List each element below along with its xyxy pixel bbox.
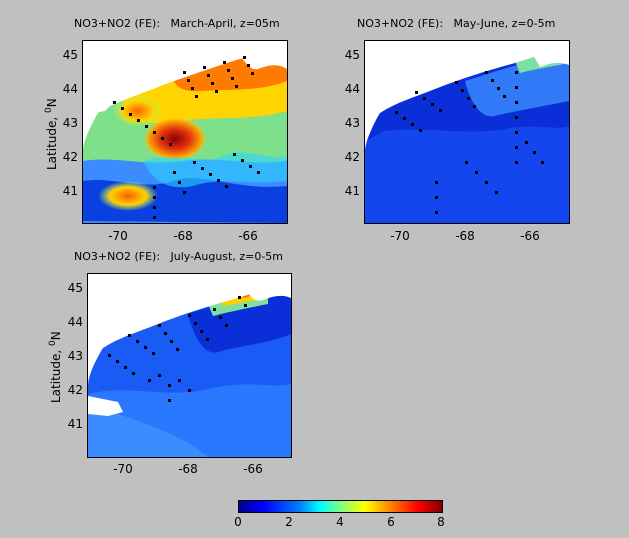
map-spring — [82, 40, 288, 224]
x-tick: -68 — [178, 462, 198, 476]
map-early-summer — [364, 40, 570, 224]
y-tick: 43 — [67, 349, 83, 363]
y-tick: 45 — [62, 48, 78, 62]
y-tick: 41 — [344, 184, 360, 198]
panel-title: NO3+NO2 (FE): March-April, z=05m — [74, 17, 280, 30]
x-tick: -66 — [238, 229, 258, 243]
x-tick: -70 — [108, 229, 128, 243]
x-tick: -68 — [173, 229, 193, 243]
nitrate-field-early-summer — [365, 41, 569, 223]
nitrate-field-late-summer — [88, 274, 291, 457]
y-tick: 42 — [67, 383, 83, 397]
y-tick: 44 — [62, 82, 78, 96]
y-tick: 42 — [62, 150, 78, 164]
x-tick: -68 — [455, 229, 475, 243]
x-tick: -70 — [113, 462, 133, 476]
panel-title: NO3+NO2 (FE): May-June, z=0-5m — [357, 17, 556, 30]
y-tick: 45 — [344, 48, 360, 62]
map-late-summer — [87, 273, 292, 458]
panel-title: NO3+NO2 (FE): July-August, z=0-5m — [74, 250, 284, 263]
colorbar-tick: 4 — [336, 515, 344, 529]
x-tick: -66 — [243, 462, 263, 476]
colorbar-tick: 6 — [387, 515, 395, 529]
nitrate-field-spring — [83, 41, 287, 223]
y-tick: 44 — [67, 315, 83, 329]
x-tick: -66 — [520, 229, 540, 243]
y-tick: 45 — [67, 281, 83, 295]
colorbar-gradient — [238, 500, 443, 513]
colorbar-tick: 0 — [234, 515, 242, 529]
y-tick: 41 — [62, 184, 78, 198]
y-tick: 43 — [344, 116, 360, 130]
colorbar-tick: 8 — [437, 515, 445, 529]
colorbar-tick: 2 — [285, 515, 293, 529]
y-tick: 41 — [67, 417, 83, 431]
y-tick: 44 — [344, 82, 360, 96]
x-tick: -70 — [390, 229, 410, 243]
y-tick: 43 — [62, 116, 78, 130]
y-tick: 42 — [344, 150, 360, 164]
